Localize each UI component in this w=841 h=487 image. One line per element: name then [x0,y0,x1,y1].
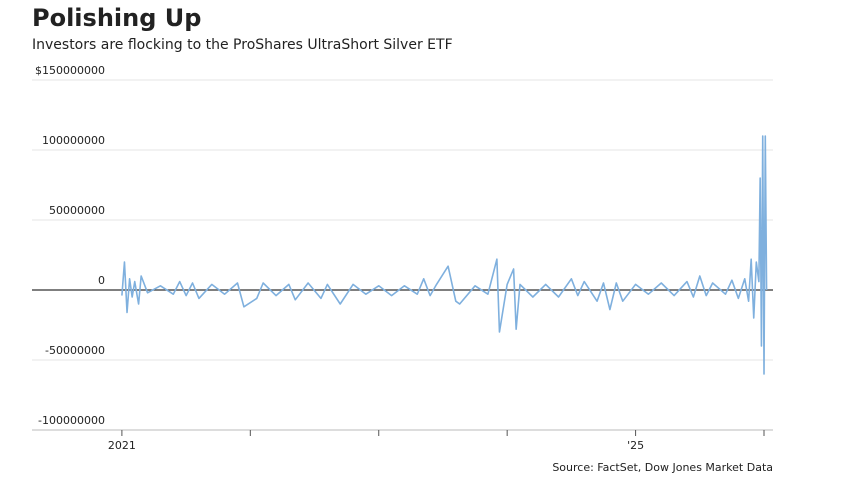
y-tick-label: 100000000 [42,134,105,147]
x-tick-label: '25 [627,439,644,452]
y-tick-label: 0 [98,274,105,287]
y-tick-label: $150000000 [35,64,105,77]
y-tick-label: -50000000 [45,344,105,357]
x-tick-label: 2021 [108,439,136,452]
y-tick-label: 50000000 [49,204,105,217]
series-line [121,135,768,375]
chart-title: Polishing Up [32,4,201,32]
chart-subtitle: Investors are flocking to the ProShares … [32,37,453,53]
y-tick-label: -100000000 [38,414,105,427]
source: Source: FactSet, Dow Jones Market Data [552,461,773,474]
